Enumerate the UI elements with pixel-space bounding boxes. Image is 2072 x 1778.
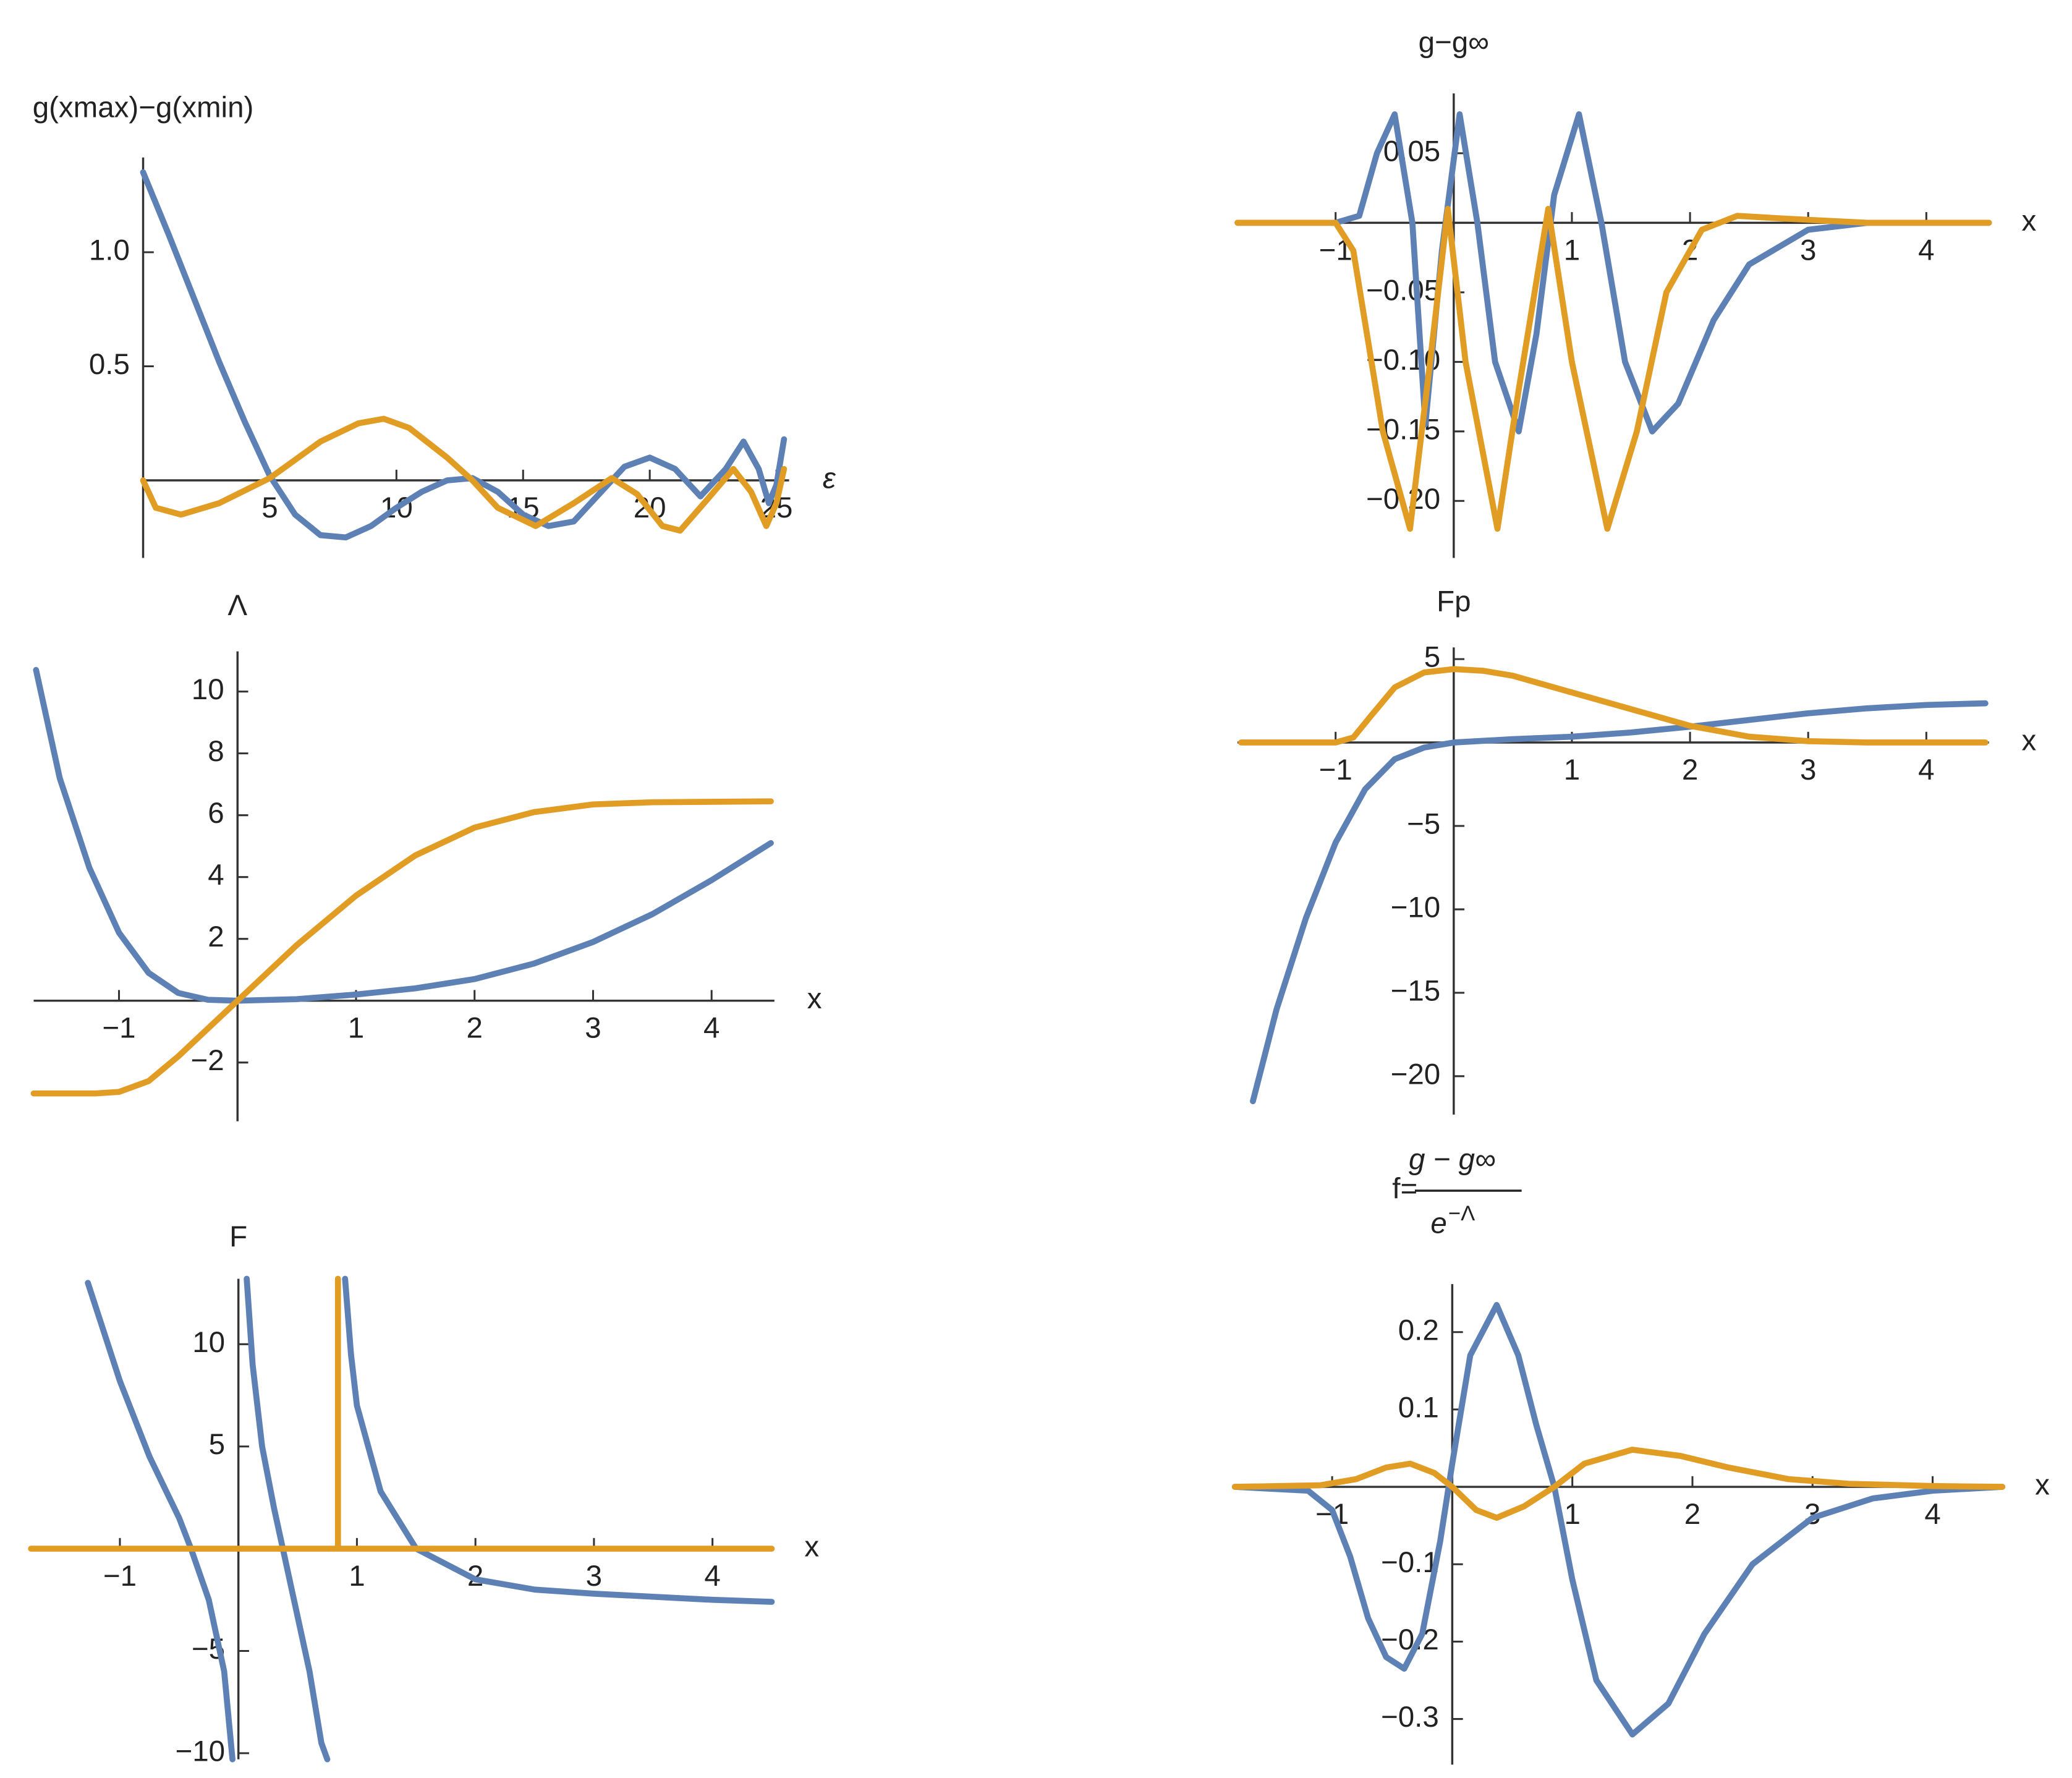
y-tick-label: −0.3 <box>1381 1701 1439 1733</box>
y-tick-label: 0.2 <box>1398 1314 1439 1346</box>
x-axis-label: x <box>804 1531 819 1563</box>
x-tick-label: 1 <box>1564 234 1580 266</box>
plot-area <box>1231 1302 2006 1738</box>
x-axis-label: x <box>2022 725 2037 757</box>
series-line <box>140 415 788 534</box>
y-tick-label: 5 <box>209 1428 225 1461</box>
plot-area <box>1238 666 1989 1105</box>
y-tick-label: 2 <box>208 921 224 953</box>
x-axis-label: x <box>2022 205 2037 237</box>
y-label-exponent: −Λ <box>1448 1202 1475 1225</box>
series-line <box>140 169 788 541</box>
x-tick-label: 4 <box>1918 234 1934 266</box>
x-tick-label: 4 <box>1918 754 1934 786</box>
plot-area <box>140 169 788 541</box>
y-tick-label: 4 <box>208 859 224 891</box>
x-tick-label: 3 <box>585 1012 601 1045</box>
series-line <box>30 798 774 1097</box>
y-tick-label: −0.05 <box>1366 274 1440 307</box>
plot-area <box>30 666 774 1097</box>
y-tick-label: −10 <box>1391 891 1441 924</box>
x-tick-label: 1 <box>1564 754 1580 786</box>
y-axis-label: g−g∞ <box>1419 26 1489 59</box>
x-tick-label: −1 <box>1319 754 1352 786</box>
y-tick-label: −5 <box>1407 808 1440 841</box>
y-tick-label: 10 <box>192 1326 225 1359</box>
series-line <box>85 1275 775 1763</box>
chart: −1 1 2 3 40.20.1−0.1−0.2−0.3xf=g − g∞e −Λ <box>1231 1143 2050 1765</box>
x-tick-label: 4 <box>704 1560 720 1593</box>
x-tick-label: −1 <box>103 1560 137 1593</box>
x-tick-label: 2 <box>1684 1498 1700 1531</box>
y-tick-label: 8 <box>208 735 224 768</box>
chart: −1 1 2 3 4 −2 2 4 6 8 10 x Λ <box>30 589 822 1121</box>
x-tick-label: 3 <box>1800 234 1816 266</box>
x-axis-label: ε <box>823 462 836 495</box>
x-tick-label: 1 <box>348 1012 364 1045</box>
y-label-numerator: g − g∞ <box>1409 1143 1496 1176</box>
series-line <box>1250 700 1989 1105</box>
y-tick-label: −2 <box>190 1044 224 1077</box>
y-tick-label: −0.1 <box>1381 1546 1439 1579</box>
x-tick-label: 4 <box>703 1012 720 1045</box>
series-line <box>1238 666 1989 746</box>
y-tick-label: −0.2 <box>1381 1623 1439 1656</box>
x-tick-label: 1 <box>1564 1498 1580 1531</box>
series-line <box>1231 1447 2006 1521</box>
y-axis-label: Fp <box>1437 585 1471 618</box>
series-line <box>33 666 774 1004</box>
x-tick-label: 5 <box>261 491 278 524</box>
y-axis-label: g(xmax)−g(xmin) <box>33 91 254 124</box>
y-tick-label: −20 <box>1391 1058 1441 1091</box>
x-tick-label: 3 <box>1800 754 1816 786</box>
y-tick-label: −15 <box>1391 974 1441 1007</box>
y-tick-label: −10 <box>176 1735 226 1767</box>
x-tick-label: −1 <box>102 1012 135 1045</box>
y-label-denominator: e <box>1430 1207 1446 1240</box>
x-tick-label: 3 <box>586 1560 602 1593</box>
x-tick-label: 1 <box>349 1560 365 1593</box>
x-axis-label: x <box>807 982 822 1015</box>
plot-area <box>1234 111 1992 532</box>
chart: 5 10 15 20 250.51.0εg(xmax)−g(xmin) <box>33 91 836 558</box>
x-tick-label: 2 <box>467 1012 483 1045</box>
series-line <box>1234 206 1992 532</box>
y-tick-label: 6 <box>208 797 224 830</box>
y-tick-label: 1.0 <box>89 234 130 266</box>
plot-area <box>28 1275 775 1763</box>
y-axis-label: F <box>229 1220 247 1253</box>
y-tick-label: 0.1 <box>1398 1391 1439 1424</box>
x-tick-label: 2 <box>1682 754 1698 786</box>
y-tick-label: 0.5 <box>89 348 130 381</box>
y-axis-label: Λ <box>227 589 247 622</box>
x-axis-label: x <box>2035 1469 2050 1502</box>
y-label-prefix: f= <box>1392 1173 1417 1206</box>
x-tick-label: 4 <box>1924 1498 1940 1531</box>
y-tick-label: −0.15 <box>1366 413 1440 446</box>
series-line <box>1234 111 1992 435</box>
series-line <box>1231 1302 2006 1738</box>
series-line <box>28 1275 775 1552</box>
y-tick-label: 10 <box>192 673 224 706</box>
y-tick-label: 0.05 <box>1383 135 1440 168</box>
